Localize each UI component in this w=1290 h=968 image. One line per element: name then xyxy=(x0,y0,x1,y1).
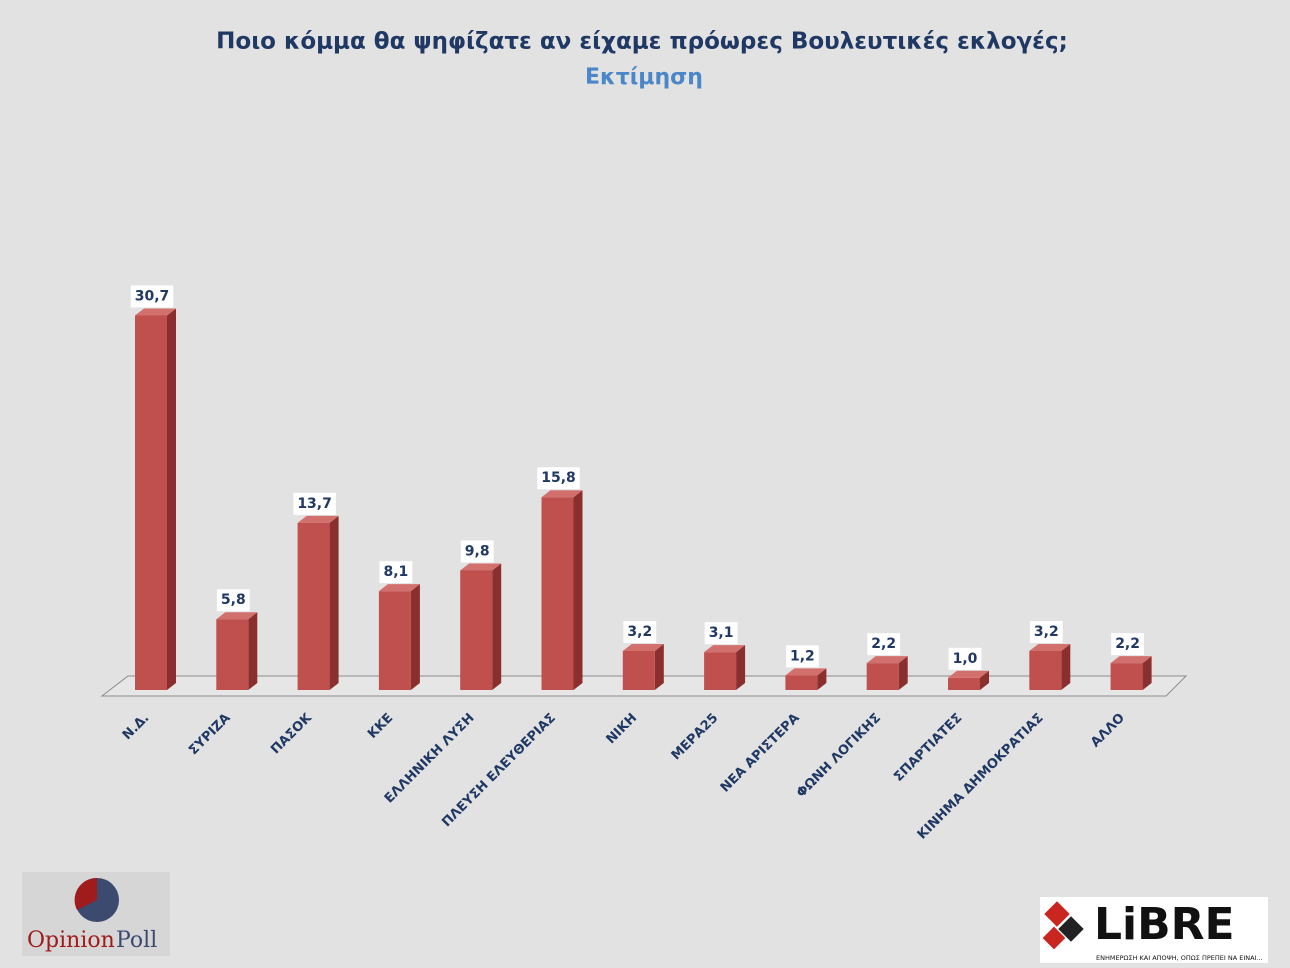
value-label-box xyxy=(704,622,738,645)
bar-side xyxy=(898,656,908,690)
logo-shape xyxy=(1042,926,1066,950)
bar-side xyxy=(167,308,176,690)
bar-side xyxy=(248,612,258,690)
value-label: 3,1 xyxy=(709,625,734,641)
value-label-box xyxy=(379,561,413,584)
bar xyxy=(216,619,249,690)
value-label-box xyxy=(460,540,494,563)
libre-logo: LiBRE ΕΝΗΜΕΡΩΣΗ ΚΑΙ ΑΠΟΨΗ, ΟΠΩΣ ΠΡΕΠΕΙ Ν… xyxy=(1040,897,1268,963)
value-label: 8,1 xyxy=(383,564,408,580)
chart-subtitle: Εκτίμηση xyxy=(585,65,703,90)
bar xyxy=(135,315,167,690)
bar-side xyxy=(410,584,420,690)
value-label: 3,2 xyxy=(627,624,652,640)
bar xyxy=(866,663,899,690)
bar-side xyxy=(492,563,502,690)
bar-side xyxy=(1142,656,1152,690)
value-label-box xyxy=(948,647,982,670)
bar-top xyxy=(541,490,583,498)
bar-side xyxy=(980,670,989,690)
chart-title: Ποιο κόμμα θα ψηφίζατε αν είχαμε πρόωρες… xyxy=(216,29,1068,55)
value-label-box xyxy=(293,492,336,515)
bar xyxy=(460,570,493,690)
value-label: 2,2 xyxy=(1115,636,1140,652)
bar-top xyxy=(704,645,746,653)
bar-top xyxy=(297,515,339,523)
bar-side xyxy=(736,645,746,690)
bar-top xyxy=(785,668,827,676)
bar-top xyxy=(460,563,502,571)
logo-libre: LiBRE xyxy=(1094,899,1235,950)
logo-opinion: Opinion xyxy=(27,928,115,953)
bar xyxy=(541,497,574,690)
bar-top xyxy=(1110,656,1152,664)
value-label: 3,2 xyxy=(1034,624,1059,640)
bar-top xyxy=(378,584,420,592)
logo-sector xyxy=(74,877,97,910)
value-label-box xyxy=(1111,633,1145,656)
value-label-box xyxy=(867,633,901,656)
bar-top xyxy=(135,308,176,316)
bar xyxy=(948,677,980,690)
value-label-box xyxy=(537,467,580,490)
bar xyxy=(704,652,737,690)
logo-poll: Poll xyxy=(116,928,157,953)
bar xyxy=(622,650,655,690)
value-label-box xyxy=(216,589,250,612)
bar-top xyxy=(1029,643,1071,651)
value-label: 30,7 xyxy=(135,288,170,304)
bar-side xyxy=(1061,643,1071,690)
value-label: 9,8 xyxy=(465,543,490,559)
value-label-box xyxy=(623,620,657,643)
value-label-box xyxy=(785,645,819,668)
bar-top xyxy=(622,643,664,651)
bar-side xyxy=(329,515,339,690)
bar xyxy=(785,675,818,690)
bar xyxy=(1029,650,1062,690)
bar xyxy=(1110,663,1143,690)
logo-tagline: ΕΝΗΜΕΡΩΣΗ ΚΑΙ ΑΠΟΨΗ, ΟΠΩΣ ΠΡΕΠΕΙ ΝΑ ΕΙΝΑ… xyxy=(1096,954,1263,962)
value-label: 5,8 xyxy=(221,592,246,608)
bar-top xyxy=(866,656,908,664)
bar-top xyxy=(948,670,989,678)
bar-side xyxy=(654,643,664,690)
opinionpoll-logo: Opinion Poll xyxy=(22,872,170,956)
value-label: 1,0 xyxy=(953,651,978,667)
bar-top xyxy=(216,612,258,620)
bar-side xyxy=(573,490,583,690)
bar-side xyxy=(817,668,827,690)
value-label-box xyxy=(130,285,174,308)
bar xyxy=(378,591,411,690)
bar xyxy=(297,522,330,690)
value-label: 2,2 xyxy=(871,636,896,652)
value-label: 13,7 xyxy=(297,496,332,512)
value-label-box xyxy=(1029,620,1063,643)
value-label: 15,8 xyxy=(541,470,576,486)
value-label: 1,2 xyxy=(790,648,815,664)
